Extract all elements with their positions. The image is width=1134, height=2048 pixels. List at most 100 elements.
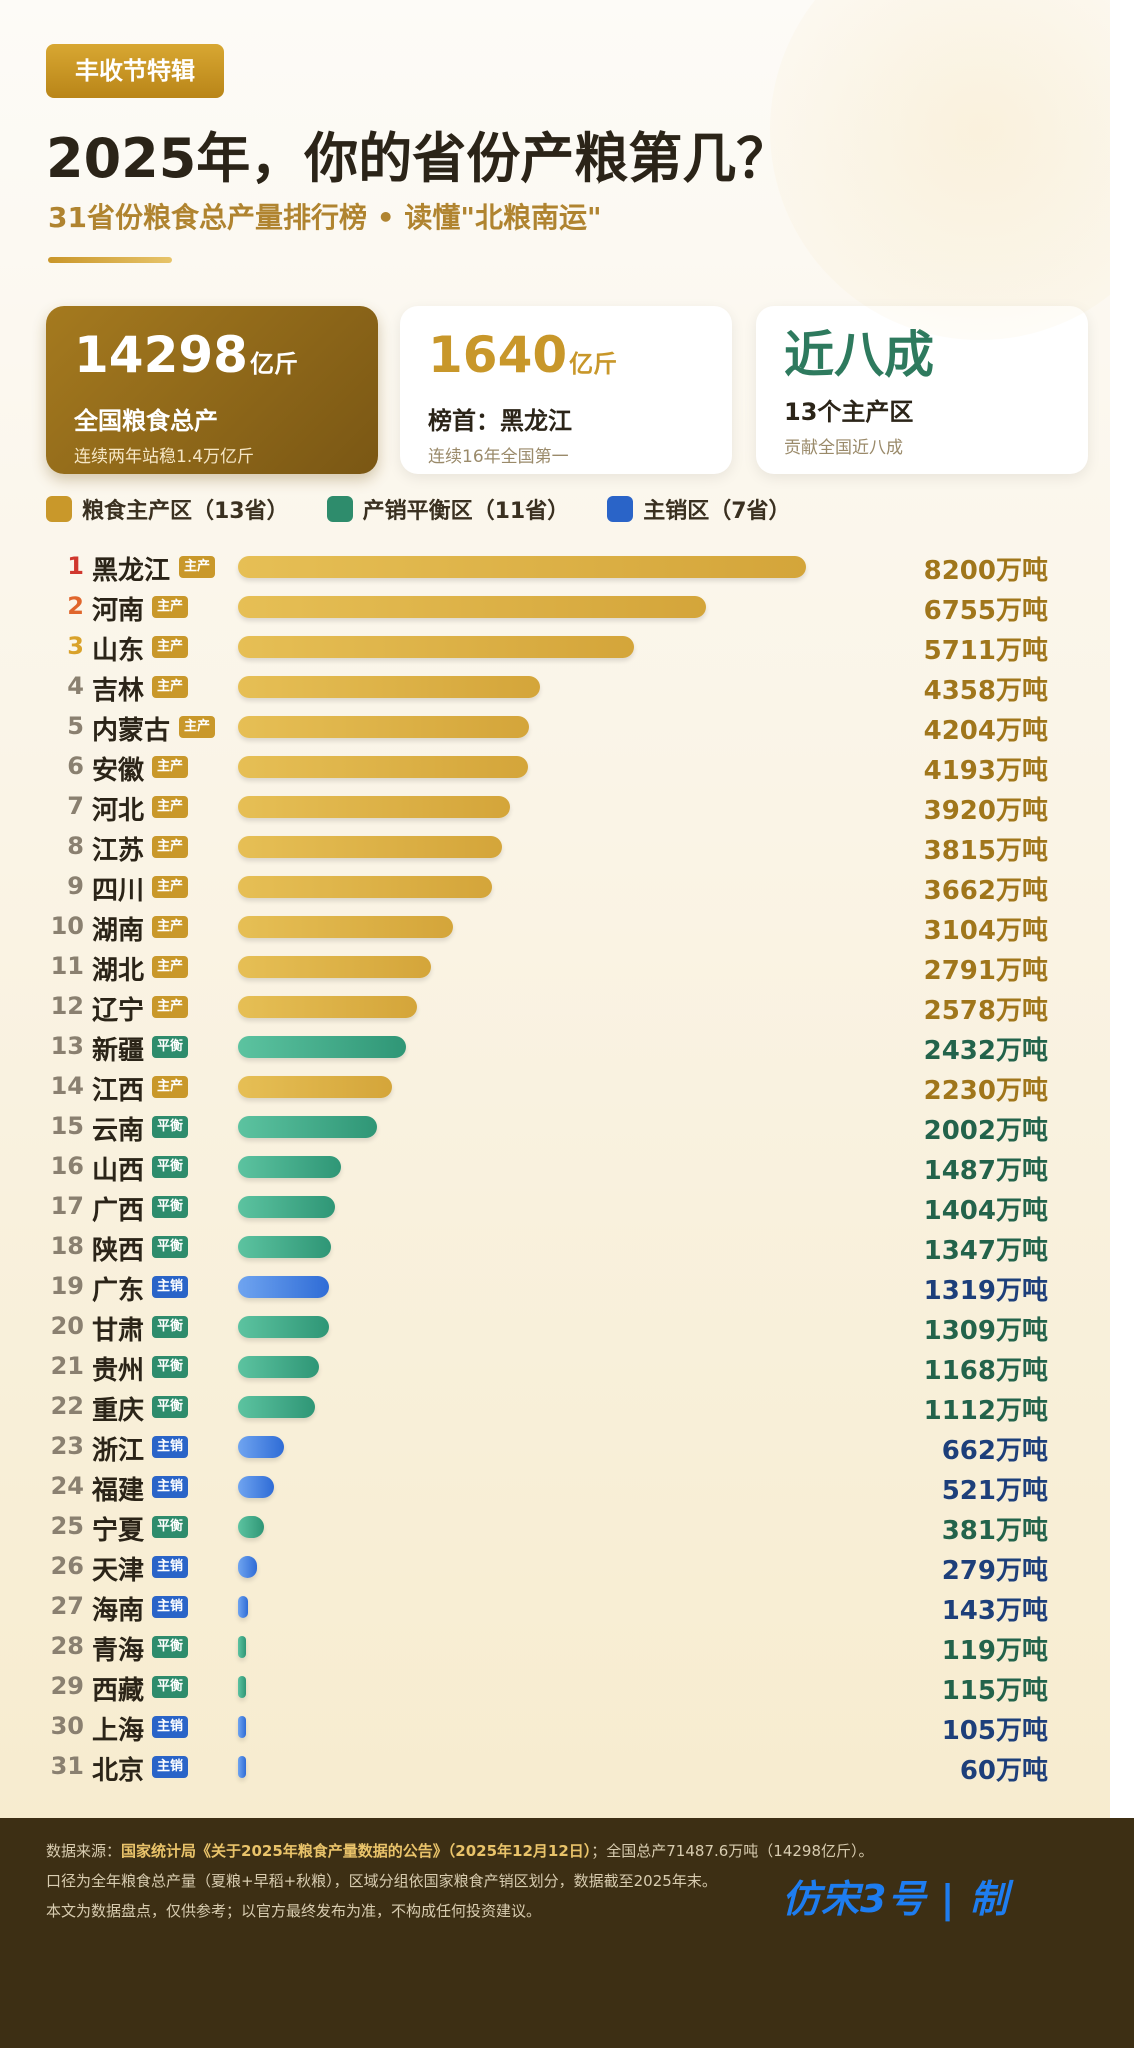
region-badge: 平衡: [152, 1036, 189, 1058]
value-label: 2230万吨: [923, 1076, 1048, 1106]
bar: [238, 1396, 315, 1418]
stat-label: 榜首：黑龙江: [428, 407, 572, 435]
province-label: 贵州: [92, 1356, 145, 1386]
title-accent-line: [48, 257, 172, 263]
region-badge: 主销: [152, 1556, 189, 1578]
region-badge: 主产: [179, 716, 216, 738]
ranking-bar-chart: 1 黑龙江 主产 8200万吨 2 河南 主产 6755万吨 3 山东 主产 5711万吨 4 吉林 主产 4…: [0, 546, 1110, 1786]
region-badge: 平衡: [152, 1116, 189, 1138]
value-label: 1404万吨: [923, 1196, 1048, 1226]
bar: [238, 1556, 257, 1578]
legend-item-balance: 产销平衡区（11省）: [326, 493, 569, 525]
rank-number: 2: [67, 592, 84, 620]
bar: [238, 1276, 329, 1298]
stat-card-main-regions: 近八成 13个主产区 贡献全国近八成: [756, 306, 1088, 474]
bar: [238, 1676, 246, 1698]
page-subtitle: 31省份粮食总产量排行榜 • 读懂"北粮南运": [48, 201, 602, 234]
value-label: 1487万吨: [923, 1156, 1048, 1186]
region-badge: 主销: [152, 1276, 189, 1298]
footer-source-prefix: 数据来源：: [46, 1842, 122, 1860]
province-label: 江西: [92, 1076, 145, 1106]
rank-number: 24: [50, 1472, 84, 1500]
province-label: 甘肃: [92, 1316, 145, 1346]
stat-value: 1640亿斤: [428, 326, 618, 384]
province-label: 广东: [92, 1276, 145, 1306]
region-badge: 主产: [152, 876, 189, 898]
value-label: 1319万吨: [923, 1276, 1048, 1306]
rank-number: 19: [50, 1272, 84, 1300]
region-badge: 平衡: [152, 1396, 189, 1418]
value-label: 279万吨: [941, 1556, 1048, 1586]
province-label: 山西: [92, 1156, 145, 1186]
bar: [238, 996, 417, 1018]
rank-number: 27: [50, 1592, 84, 1620]
rank-number: 10: [50, 912, 84, 940]
rank-number: 8: [67, 832, 84, 860]
region-badge: 主产: [152, 836, 189, 858]
bar: [238, 1476, 274, 1498]
value-label: 4358万吨: [923, 676, 1048, 706]
province-label: 陕西: [92, 1236, 145, 1266]
value-label: 2002万吨: [923, 1116, 1048, 1146]
bar: [238, 756, 528, 778]
value-label: 4204万吨: [923, 716, 1048, 746]
province-label: 福建: [92, 1476, 145, 1506]
value-label: 2432万吨: [923, 1036, 1048, 1066]
province-label: 吉林: [92, 676, 145, 706]
bar: [238, 1156, 341, 1178]
value-label: 8200万吨: [923, 556, 1048, 586]
region-badge: 平衡: [152, 1236, 189, 1258]
region-badge: 主销: [152, 1596, 189, 1618]
province-label: 新疆: [92, 1036, 145, 1066]
stat-note: 连续16年全国第一: [428, 447, 569, 467]
province-label: 河南: [92, 596, 145, 626]
value-label: 2791万吨: [923, 956, 1048, 986]
region-badge: 主产: [152, 916, 189, 938]
rank-number: 28: [50, 1632, 84, 1660]
rank-number: 13: [50, 1032, 84, 1060]
stat-unit: 亿斤: [249, 350, 298, 378]
legend-swatch-sales: [607, 496, 634, 522]
footer-scope-line: 口径为全年粮食总产量（夏粮+早稻+秋粮），区域分组依国家粮食产销区划分，数据截至…: [46, 1872, 717, 1890]
rank-number: 22: [50, 1392, 84, 1420]
province-label: 安徽: [92, 756, 145, 786]
stat-value: 近八成: [784, 326, 934, 384]
footer-disclaimer-line: 本文为数据盘点，仅供参考；以官方最终发布为准，不构成任何投资建议。: [46, 1902, 542, 1920]
stat-card-top-province: 1640亿斤 榜首：黑龙江 连续16年全国第一: [400, 306, 732, 474]
rank-number: 21: [50, 1352, 84, 1380]
rank-number: 3: [67, 632, 84, 660]
bar: [238, 1236, 331, 1258]
rank-number: 30: [50, 1712, 84, 1740]
province-label: 内蒙古: [92, 716, 171, 746]
province-label: 辽宁: [92, 996, 145, 1026]
stat-label: 全国粮食总产: [74, 407, 218, 435]
value-label: 1309万吨: [923, 1316, 1048, 1346]
bar: [238, 956, 431, 978]
rank-number: 29: [50, 1672, 84, 1700]
region-badge: 平衡: [152, 1636, 189, 1658]
legend-item-sales: 主销区（7省）: [607, 493, 791, 525]
value-label: 1168万吨: [923, 1356, 1048, 1386]
stat-note: 连续两年站稳1.4万亿斤: [74, 447, 255, 467]
bar: [238, 796, 510, 818]
footer-source-suffix: ；全国总产71487.6万吨（14298亿斤）。: [591, 1842, 874, 1860]
value-label: 5711万吨: [923, 636, 1048, 666]
value-label: 662万吨: [941, 1436, 1048, 1466]
province-label: 浙江: [92, 1436, 145, 1466]
region-badge: 主产: [152, 596, 189, 618]
page-title: 2025年，你的省份产粮第几？: [46, 127, 791, 190]
footer-source-line: 数据来源：国家统计局《关于2025年粮食产量数据的公告》（2025年12月12日…: [46, 1840, 874, 1861]
region-badge: 主产: [152, 756, 189, 778]
province-label: 天津: [92, 1556, 145, 1586]
bar: [238, 636, 634, 658]
legend-label: 粮食主产区（13省）: [82, 499, 289, 524]
province-label: 宁夏: [92, 1516, 145, 1546]
region-badge: 平衡: [152, 1196, 189, 1218]
stat-note: 贡献全国近八成: [784, 438, 903, 458]
stat-value: 14298亿斤: [74, 326, 298, 384]
rank-number: 11: [50, 952, 84, 980]
rank-number: 16: [50, 1152, 84, 1180]
region-badge: 主产: [152, 796, 189, 818]
rank-number: 9: [67, 872, 84, 900]
rank-number: 4: [67, 672, 84, 700]
